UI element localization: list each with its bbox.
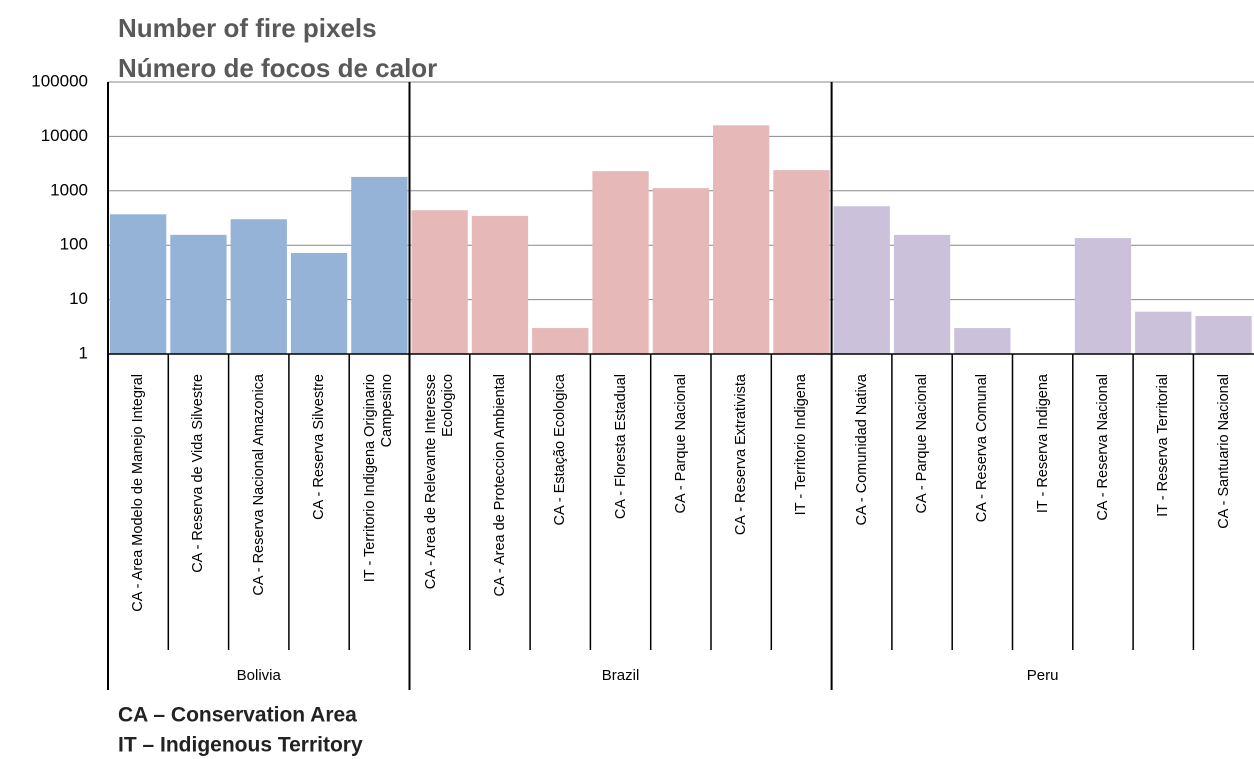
x-tick-label: IT - Territorio Indigena Originario Camp… xyxy=(362,374,396,583)
bar xyxy=(954,328,1011,354)
group-label: Peru xyxy=(1027,667,1059,684)
bar xyxy=(532,328,589,354)
x-tick-label: CA - Reserva Nacional xyxy=(1094,374,1111,521)
x-tick-label: IT - Reserva Territorial xyxy=(1154,374,1171,517)
bar xyxy=(170,234,227,354)
x-tick-label: CA - Santuario Nacional xyxy=(1215,374,1232,529)
x-tick-label: IT - Reserva Indigena xyxy=(1034,374,1051,514)
bar xyxy=(592,171,649,354)
x-tick-label: CA - Estação Ecologica xyxy=(551,374,568,526)
note: IT – Indigenous Territory xyxy=(118,734,363,757)
chart-subtitle: Número de focos de calor xyxy=(118,53,437,83)
y-tick-label: 100 xyxy=(60,235,88,254)
bar xyxy=(351,176,408,354)
x-tick-label: CA - Area de Proteccion Ambiental xyxy=(491,374,508,597)
bar xyxy=(290,252,348,354)
bar xyxy=(1195,315,1252,354)
bar xyxy=(713,125,770,355)
x-tick-label: IT - Territorio Indigena xyxy=(792,374,809,516)
bar xyxy=(893,234,951,354)
x-tick-label: CA - Floresta Estadual xyxy=(612,374,629,520)
chart-title: Number of fire pixels xyxy=(118,13,377,43)
bar xyxy=(230,219,287,354)
x-tick-label: CA - Reserva Silvestre xyxy=(310,374,327,520)
y-tick-label: 10000 xyxy=(41,126,88,145)
y-tick-label: 10 xyxy=(69,289,88,308)
y-tick-label: 1 xyxy=(79,343,88,362)
bar xyxy=(110,214,167,354)
note: CA – Conservation Area xyxy=(118,704,357,727)
y-tick-label: 100000 xyxy=(31,71,88,90)
x-tick-label: CA - Reserva Nacional Amazonica xyxy=(250,374,267,596)
bar xyxy=(1135,311,1192,354)
x-tick-label: CA - Area de Relevante Interesse Ecologi… xyxy=(422,374,456,590)
x-tick-label: CA - Reserva Comunal xyxy=(973,374,990,523)
x-tick-label: CA - Area Modelo de Manejo Integral xyxy=(129,374,146,612)
x-tick-label: CA - Parque Nacional xyxy=(913,374,930,514)
bar xyxy=(652,188,709,354)
bar xyxy=(1074,238,1132,354)
group-label: Brazil xyxy=(602,667,640,684)
bar xyxy=(833,206,890,354)
bar xyxy=(411,210,468,354)
y-tick-label: 1000 xyxy=(50,180,88,199)
bar xyxy=(471,215,529,354)
x-tick-label: CA - Reserva de Vida Silvestre xyxy=(189,374,206,573)
bar xyxy=(773,170,830,354)
x-tick-label: CA - Parque Nacional xyxy=(672,374,689,514)
x-tick-label: CA - Comunidad Nativa xyxy=(853,374,870,526)
group-label: Bolivia xyxy=(237,667,282,684)
x-tick-label: CA - Reserva Extrativista xyxy=(732,374,749,536)
